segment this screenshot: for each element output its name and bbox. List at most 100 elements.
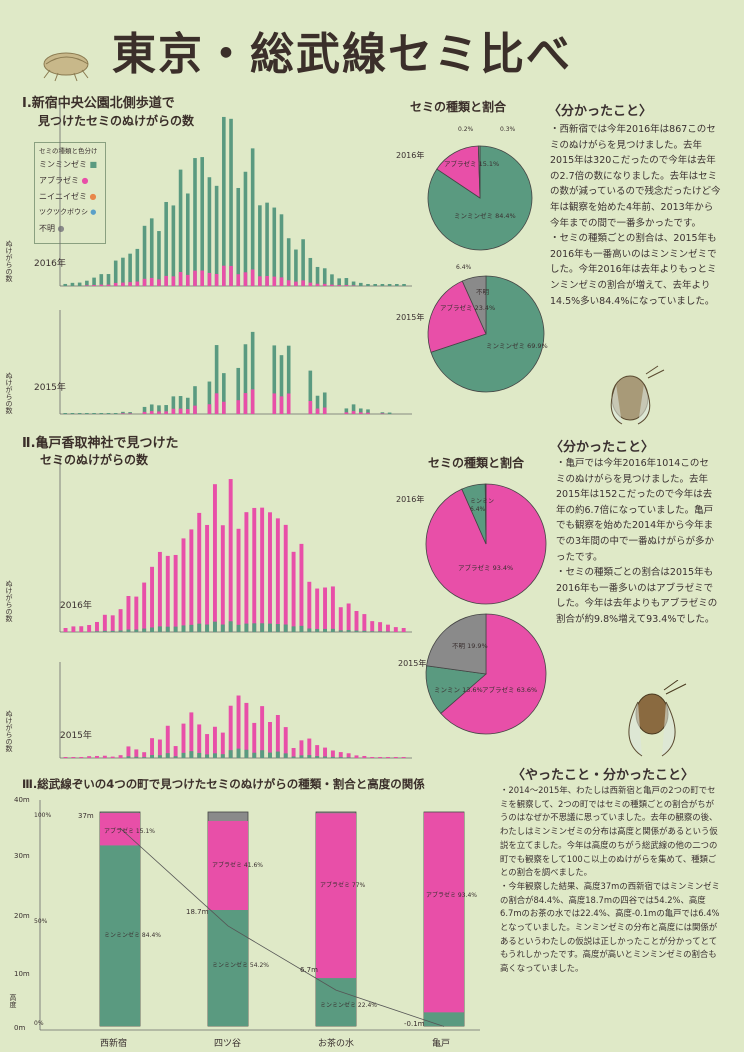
chart-kameido-2015-bar-segment: [315, 756, 320, 758]
chart-kameido-2015-bar: [220, 732, 225, 758]
chart-kameido-2015-bar: [157, 739, 162, 758]
chart-kameido-2016-bar-segment: [291, 626, 296, 632]
legend-item-tsukutsuku: ツクツクボウシ ●: [39, 208, 97, 216]
chart-kameido-2015-bar: [126, 746, 131, 758]
chart-shinjuku-2016-bar-segment: [272, 276, 277, 286]
chart-kameido-2016-bar: [283, 524, 288, 632]
pie2-2016-abura: アブラゼミ 93.4%: [458, 564, 514, 572]
section3-axis-20: 20m: [14, 912, 30, 920]
chart-kameido-2016-bar: [260, 507, 265, 632]
chart-kameido-2016-bar-segment: [315, 628, 320, 632]
pie1-2016-minmin: ミンミンゼミ 84.4%: [454, 212, 516, 220]
pie2-2016-year: 2016年: [396, 495, 425, 504]
legend-item-fumei: 不明 ●: [39, 224, 65, 233]
poster-title: 東京・総武線セミ比べ: [112, 29, 572, 80]
chart-kameido-2016-bar-segment: [307, 628, 312, 632]
chart-kameido-2016-bar-segment: [236, 624, 241, 632]
chart-shinjuku-2015-bar: [92, 413, 96, 414]
chart-shinjuku-2016-bar-segment: [344, 285, 349, 286]
chart-kameido-2016-bar: [338, 607, 343, 632]
pie2-2015-slice: [440, 613, 547, 735]
chart-kameido-2015-bar: [338, 752, 343, 758]
chart-shinjuku-2015-bar: [149, 404, 154, 414]
chart-kameido-2015-bar: [346, 753, 351, 758]
chart-kameido-2016-bar-segment: [228, 621, 233, 632]
chart-shinjuku-2016-bar: [337, 278, 341, 286]
chart-kameido-2015-bar-segment: [173, 756, 178, 758]
chart-shinjuku-2015-bar-segment: [128, 413, 132, 414]
chart-kameido-2015-bar: [283, 727, 288, 758]
chart-kameido-2016-bar: [346, 603, 351, 632]
chart-shinjuku-2015-bar-segment: [236, 400, 241, 414]
legend-title: セミの種類と色分け: [39, 147, 98, 155]
chart-kameido-2016-bar: [268, 512, 272, 632]
chart-kameido-2015-bar-segment: [150, 755, 155, 758]
section2-heading2: セミのぬけがらの数: [40, 453, 149, 467]
chart-kameido-2016-bar-segment: [205, 624, 210, 632]
legend-item-niinii: ニイニイゼミ ●: [39, 192, 97, 201]
chart-kameido-2015-year: 2015年: [60, 731, 92, 741]
chart-kameido-2015-bar-segment: [126, 756, 131, 758]
chart-shinjuku-2015-bar: [85, 413, 89, 414]
chart-kameido-2016-bar-segment: [323, 628, 328, 632]
chart-shinjuku-2016-bar: [286, 238, 291, 286]
note1-line2: ・セミの種類ごとの割合は、2015年も2016年も一番高いのはミンミンゼミでした…: [550, 233, 717, 307]
chart-kameido-2015-bar: [401, 757, 406, 758]
chart-kameido-2015-bar: [134, 749, 139, 758]
chart-kameido-2016-bar: [315, 588, 320, 632]
chart-kameido-2015-bar-segment: [228, 750, 233, 758]
chart-kameido-2015-bar: [378, 757, 383, 758]
section3-heading: Ⅲ.総武線ぞいの4つの町で見つけたセミのぬけがらの種類・割合と高度の関係: [22, 777, 425, 791]
chart-kameido-2016-bar-segment: [244, 623, 249, 632]
chart-shinjuku-2015-bar: [322, 392, 327, 414]
chart-kameido-2016-bar-segment: [252, 623, 257, 632]
chart-shinjuku-2015-bar: [358, 408, 363, 414]
section3-axis-30: 30m: [14, 852, 30, 860]
chart-kameido-2015-bar-segment: [189, 751, 194, 758]
chart-shinjuku-2016-bar: [387, 284, 392, 286]
chart-kameido-2016-bar: [87, 625, 92, 632]
chart-shinjuku-2015-bar: [164, 405, 168, 414]
chart-kameido-2015-bar: [370, 757, 375, 758]
chart-shinjuku-2016-bar: [200, 157, 205, 286]
chart-kameido-2015-bar: [354, 755, 359, 758]
chart-shinjuku-2016-bar: [63, 283, 68, 286]
chart-shinjuku-2015-bar: [387, 412, 392, 414]
chart-kameido-2016-bar: [71, 626, 76, 632]
chart-shinjuku-2016-bar-segment: [250, 269, 255, 286]
chart-kameido-2016-bar-segment: [110, 630, 115, 632]
chart-shinjuku-2015-bar-segment: [207, 404, 212, 414]
chart-shinjuku-2015-bar: [315, 395, 320, 414]
chart-shinjuku-2015-bar: [128, 412, 132, 414]
note1-line1: ・西新宿では今年2016年は867このセミのぬけがらを見つけました。去年2015…: [550, 124, 721, 229]
chart-shinjuku-2016-bar: [402, 284, 406, 286]
chart-shinjuku-2015-bar: [157, 405, 161, 414]
chart-kameido-2015-bar-segment: [330, 756, 335, 758]
stack-bar-0-minmin: [100, 845, 140, 1026]
chart-shinjuku-2016-bar-segment: [193, 270, 197, 286]
chart-kameido-2015-bar: [252, 722, 257, 758]
chart-kameido-2016-bar: [110, 615, 115, 632]
chart-kameido-2015-bar-segment: [142, 757, 147, 758]
chart-kameido-2016-bar: [393, 627, 398, 632]
chart-shinjuku-2016-bar: [301, 239, 305, 286]
chart-shinjuku-2016-bar: [330, 274, 334, 286]
pie1-2015-abura: アブラゼミ 23.4%: [440, 304, 496, 312]
stack-bar-3-minmin: [424, 1012, 464, 1026]
chart-kameido-2015-bar: [63, 757, 68, 758]
chart-shinjuku-2016-bar-segment: [92, 284, 96, 286]
chart-kameido-2015-bar: [236, 695, 241, 758]
chart-kameido-2016-bar: [205, 524, 210, 632]
pie2-2015-slice: [426, 613, 487, 675]
chart-shinjuku-2016-bar-segment: [258, 276, 262, 286]
bar2-label-abura: アブラゼミ 41.6%: [212, 862, 263, 869]
chart-kameido-2016-bar: [401, 628, 406, 632]
chart-kameido-2016-bar-segment: [338, 630, 343, 632]
chart-kameido-2015-bar-segment: [346, 757, 351, 758]
chart-kameido-2016-bar: [362, 614, 367, 632]
chart-kameido-2015-bar: [197, 724, 202, 758]
chart-kameido-2016-bar: [228, 479, 233, 632]
chart-shinjuku-2016-bar-segment: [128, 282, 132, 286]
chart-kameido-2015-bar: [307, 738, 312, 758]
note3-line1: ・2014～2015年、わたしは西新宿と亀戸の2つの町でセミを観察して、2つの町…: [500, 785, 718, 878]
